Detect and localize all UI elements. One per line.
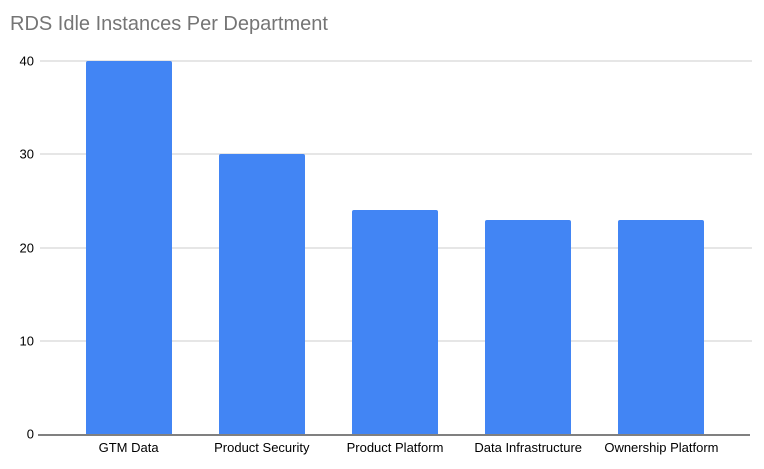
x-axis-label: Data Infrastructure: [474, 440, 583, 455]
x-axis-label: GTM Data: [98, 440, 159, 455]
bar-slot: [595, 61, 728, 434]
bar-slot: [328, 61, 461, 434]
y-axis: 0 10 20 30 40: [0, 55, 34, 441]
bars-row: [62, 61, 728, 434]
bar[interactable]: [485, 219, 572, 434]
x-axis-line: [38, 434, 750, 436]
bar-slot: [195, 61, 328, 434]
bar[interactable]: [218, 154, 305, 434]
x-axis-label: Product Platform: [346, 440, 444, 455]
gridline: [40, 153, 752, 155]
x-axis: GTM Data Product Security Product Platform…: [62, 440, 728, 456]
chart-title: RDS Idle Instances Per Department: [10, 13, 328, 35]
y-axis-label: 10: [19, 333, 34, 349]
bar-slot: [62, 61, 195, 434]
plot-area: [38, 60, 752, 436]
x-axis-label: Ownership Platform: [604, 440, 719, 455]
y-axis-label: 30: [19, 146, 34, 162]
y-axis-label: 0: [26, 426, 34, 442]
bar[interactable]: [618, 219, 705, 434]
bar[interactable]: [352, 210, 438, 434]
bar[interactable]: [85, 61, 172, 434]
y-axis-label: 20: [19, 240, 34, 255]
x-axis-label: Product Security: [214, 440, 310, 455]
y-axis-label: 40: [19, 53, 34, 69]
bar-slot: [462, 61, 595, 434]
gridline: [40, 60, 752, 62]
